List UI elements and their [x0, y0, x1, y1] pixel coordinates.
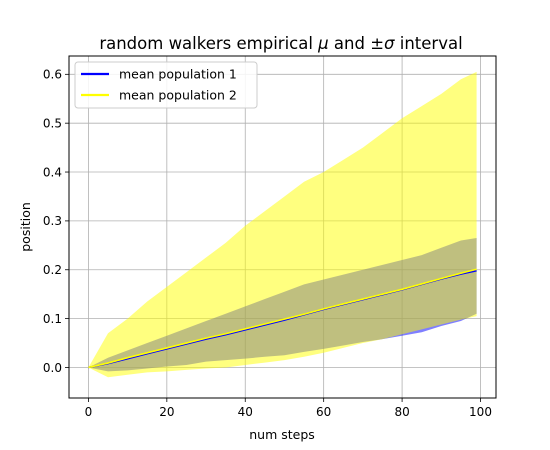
- title-mid: and: [329, 34, 371, 53]
- y-tick-label-6: 0.6: [43, 68, 62, 82]
- title-sigma: σ: [384, 34, 395, 53]
- x-tick-label-0: 0: [85, 405, 93, 419]
- x-tick-label-1: 20: [159, 405, 174, 419]
- title-suffix: interval: [395, 34, 463, 53]
- chart-title: random walkers empirical μ and ±σ interv…: [99, 34, 462, 53]
- y-tick-label-5: 0.5: [43, 116, 62, 130]
- x-tick-label-3: 60: [316, 405, 331, 419]
- y-axis-label: position: [18, 202, 33, 252]
- title-pm: ±: [370, 34, 384, 53]
- legend: mean population 1 mean population 2: [75, 62, 257, 108]
- x-tick-label-4: 80: [394, 405, 409, 419]
- legend-label-population-1: mean population 1: [119, 67, 237, 82]
- y-tick-label-4: 0.4: [43, 165, 62, 179]
- y-tick-label-1: 0.1: [43, 312, 62, 326]
- x-tick-label-2: 40: [238, 405, 253, 419]
- y-tick-label-0: 0.0: [43, 361, 62, 375]
- y-tick-label-2: 0.2: [43, 263, 62, 277]
- title-mu: μ: [317, 34, 329, 53]
- y-tick-label-3: 0.3: [43, 214, 62, 228]
- title-prefix: random walkers empirical: [99, 34, 318, 53]
- x-tick-label-5: 100: [469, 405, 492, 419]
- x-axis-label: num steps: [249, 427, 315, 442]
- legend-label-population-2: mean population 2: [119, 88, 237, 103]
